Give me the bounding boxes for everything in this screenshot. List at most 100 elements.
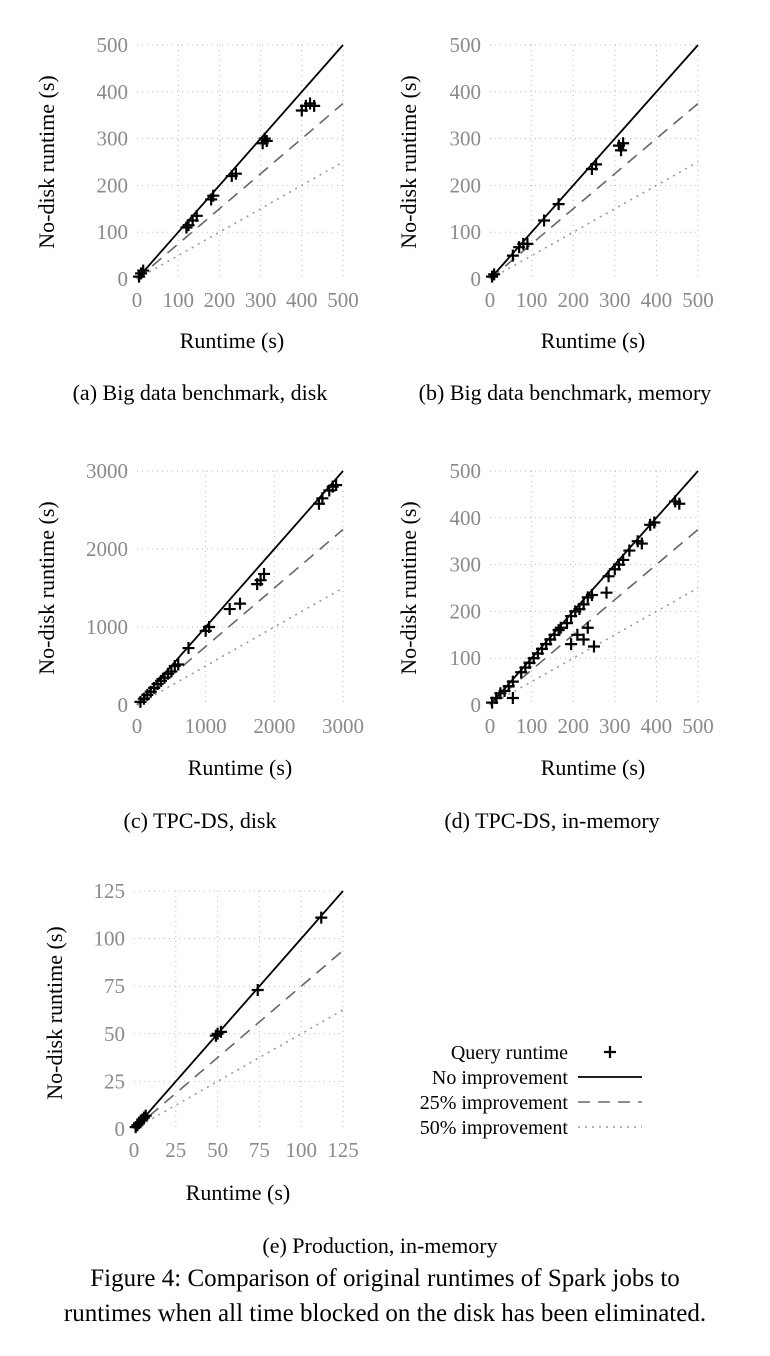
x-tick-label-d-2: 200 [557, 714, 589, 738]
x-axis-label-e: Runtime (s) [186, 1180, 291, 1205]
point-d-35 [623, 544, 636, 557]
y-tick-label-b-5: 500 [450, 33, 482, 57]
y-tick-label-c-3: 3000 [86, 459, 128, 483]
caption-a: (a) Big data benchmark, disk [73, 380, 328, 405]
point-d-16 [552, 624, 565, 637]
point-d-6 [506, 691, 519, 704]
legend-marker-query-runtime [604, 1046, 616, 1058]
legend-label-no-improvement: No improvement [432, 1067, 569, 1089]
y-tick-label-a-1: 100 [97, 220, 129, 244]
point-d-18 [560, 617, 573, 630]
y-axis-label-e: No-disk runtime (s) [42, 926, 67, 1100]
y-tick-label-a-4: 400 [97, 80, 129, 104]
y-tick-label-a-3: 300 [97, 127, 129, 151]
point-e-10 [315, 911, 328, 924]
point-c-19 [258, 567, 271, 580]
caption-d: (d) TPC-DS, in-memory [444, 808, 659, 833]
point-c-16 [234, 597, 246, 610]
point-c-11 [172, 658, 185, 671]
y-ticks-e: 0 25 50 75 100 125 [94, 879, 126, 1141]
y-tick-label-b-4: 400 [450, 80, 482, 104]
point-c-15 [223, 603, 236, 616]
reference-line-e-2 [133, 1009, 344, 1130]
point-d-27 [577, 633, 590, 646]
point-b-1 [488, 268, 501, 281]
point-d-34 [617, 553, 630, 566]
grid-d [490, 470, 699, 705]
x-tick-label-a-2: 200 [204, 288, 236, 312]
x-tick-label-c-2: 2000 [253, 714, 295, 738]
x-tick-label-d-3: 300 [599, 714, 631, 738]
point-d-37 [635, 537, 648, 550]
y-tick-label-c-0: 0 [118, 693, 129, 717]
point-d-19 [565, 638, 578, 651]
y-ticks-b: 0 100 200 300 400 500 [450, 33, 482, 291]
y-tick-label-d-2: 200 [450, 599, 482, 623]
point-a-13 [260, 134, 273, 147]
point-b-11 [617, 137, 630, 150]
figure-caption-line-2: runtimes when all time blocked on the di… [64, 1300, 706, 1327]
point-c-24 [330, 479, 343, 492]
legend: Query runtime No improvement 25% improve… [420, 1042, 642, 1139]
reference-line-d-1 [489, 528, 699, 706]
reference-line-c-2 [136, 587, 344, 706]
x-tick-label-a-1: 100 [162, 288, 194, 312]
x-ticks-e: 0 25 50 75 100 125 [129, 1138, 359, 1162]
reference-line-b-2 [489, 161, 699, 280]
x-tick-label-d-4: 400 [641, 714, 673, 738]
reference-lines-a [136, 44, 344, 280]
point-c-21 [316, 492, 329, 505]
y-tick-label-d-3: 300 [450, 553, 482, 577]
x-tick-label-b-4: 400 [641, 288, 673, 312]
y-tick-label-e-5: 125 [94, 879, 126, 903]
grid-a [137, 44, 344, 279]
y-tick-label-b-3: 300 [450, 127, 482, 151]
y-ticks-a: 0 100 200 300 400 500 [97, 33, 129, 291]
panel-b: 0 100 200 300 400 500 0 100 200 300 400 500 Runtim… [396, 33, 714, 405]
panel-d: 0 100 200 300 400 500 0 100 200 300 400 500 Runtim… [396, 459, 714, 833]
x-tick-label-b-1: 100 [516, 288, 548, 312]
x-tick-label-e-0: 0 [129, 1138, 140, 1162]
point-d-31 [602, 570, 615, 583]
point-d-25 [585, 589, 598, 602]
point-a-8 [207, 189, 220, 202]
reference-line-b-0 [489, 44, 699, 280]
x-ticks-b: 0 100 200 300 400 500 [485, 288, 714, 312]
point-a-2 [137, 264, 150, 277]
point-b-2 [506, 249, 519, 262]
points-d [486, 495, 686, 709]
point-d-41 [673, 497, 686, 510]
x-tick-label-b-0: 0 [485, 288, 496, 312]
point-b-6 [538, 214, 551, 227]
y-tick-label-e-0: 0 [115, 1117, 126, 1141]
x-tick-label-c-3: 3000 [322, 714, 364, 738]
y-tick-label-c-1: 1000 [86, 615, 128, 639]
points-c [134, 479, 343, 708]
point-a-3 [180, 221, 193, 234]
x-tick-label-e-3: 75 [249, 1138, 270, 1162]
point-d-28 [581, 621, 594, 634]
point-e-8 [214, 1025, 227, 1038]
x-tick-label-c-1: 1000 [185, 714, 227, 738]
point-d-30 [600, 586, 613, 599]
reference-line-a-2 [136, 161, 344, 280]
y-tick-label-e-1: 25 [104, 1069, 125, 1093]
point-d-23 [577, 598, 590, 611]
point-c-12 [182, 642, 195, 655]
point-c-18 [254, 574, 267, 587]
y-tick-label-d-0: 0 [471, 693, 482, 717]
point-b-12 [615, 144, 628, 157]
point-d-29 [588, 640, 600, 653]
x-ticks-a: 0 100 200 300 400 500 [132, 288, 359, 312]
y-tick-label-b-0: 0 [471, 267, 482, 291]
y-ticks-c: 0 1000 2000 3000 [86, 459, 128, 717]
point-a-1 [135, 267, 148, 280]
point-c-14 [203, 621, 216, 633]
reference-line-e-1 [133, 949, 344, 1130]
y-tick-label-e-2: 50 [104, 1022, 125, 1046]
reference-line-a-1 [136, 102, 344, 280]
point-d-26 [571, 628, 584, 641]
